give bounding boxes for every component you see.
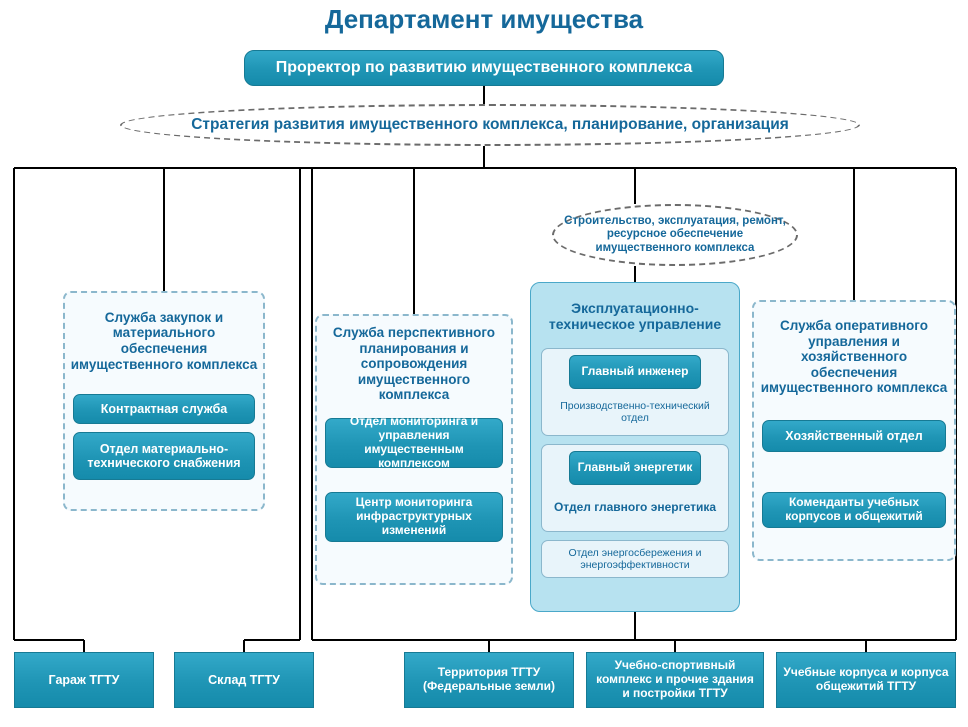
node-label-b_terr: Территория ТГТУ (Федеральные земли) [411,666,567,694]
node-p2_b1: Отдел мониторинга и управления имуществе… [325,418,503,468]
node-label-p3_g2_t: Отдел главного энергетика [554,501,716,515]
node-label-p3_g2_b: Главный энергетик [578,461,693,475]
node-label-n1: Проректор по развитию имущественного ком… [276,59,693,77]
node-label-p1_b1: Контрактная служба [101,402,228,416]
node-n3: Строительство, эксплуатация, ремонт, рес… [552,204,798,266]
node-p1_b2: Отдел материально-технического снабжения [73,432,255,480]
node-p3_g3_t: Отдел энергосбережения и энергоэффективн… [541,540,729,578]
node-label-b_garage: Гараж ТГТУ [49,673,120,687]
node-label-n3: Строительство, эксплуатация, ремонт, рес… [560,215,790,255]
node-label-p3_title: Эксплуатационно-техническое управление [536,300,734,332]
node-label-p2_b1: Отдел мониторинга и управления имуществе… [332,415,496,470]
node-p2_title: Служба перспективного планирования и соп… [315,318,513,410]
node-p3_g2_t: Отдел главного энергетика [541,490,729,526]
node-label-n2: Стратегия развития имущественного компле… [191,116,789,134]
node-b_korp: Учебные корпуса и корпуса общежитий ТГТУ [776,652,956,708]
node-b_sklad: Склад ТГТУ [174,652,314,708]
node-p3_title: Эксплуатационно-техническое управление [530,288,740,344]
node-n1: Проректор по развитию имущественного ком… [244,50,724,86]
node-label-b_sport: Учебно-спортивный комплекс и прочие здан… [593,659,757,700]
node-p1_title: Служба закупок и материального обеспечен… [63,295,265,387]
node-b_garage: Гараж ТГТУ [14,652,154,708]
node-p3_g1_t: Производственно-технический отдел [541,394,729,430]
node-label-b_sklad: Склад ТГТУ [208,673,280,687]
node-n2: Стратегия развития имущественного компле… [120,104,860,146]
node-p4_b2: Коменданты учебных корпусов и общежитий [762,492,946,528]
node-label-p1_title: Служба закупок и материального обеспечен… [69,310,259,372]
node-p4_b1: Хозяйственный отдел [762,420,946,452]
node-label-p3_g3_t: Отдел энергосбережения и энергоэффективн… [547,547,723,571]
node-label-p4_b1: Хозяйственный отдел [785,429,922,443]
node-label-p4_b2: Коменданты учебных корпусов и общежитий [769,496,939,524]
node-label-p2_title: Служба перспективного планирования и соп… [321,325,507,403]
node-p3_g1_b: Главный инженер [569,355,701,389]
node-label-p1_b2: Отдел материально-технического снабжения [80,442,248,471]
node-label-p2_b2: Центр мониторинга инфраструктурных измен… [332,496,496,537]
node-label-p3_g1_b: Главный инженер [582,365,689,379]
node-b_terr: Территория ТГТУ (Федеральные земли) [404,652,574,708]
node-p4_title: Служба оперативного управления и хозяйст… [752,305,956,409]
node-p2_b2: Центр мониторинга инфраструктурных измен… [325,492,503,542]
node-p3_g2_b: Главный энергетик [569,451,701,485]
node-p1_b1: Контрактная служба [73,394,255,424]
node-label-p4_title: Служба оперативного управления и хозяйст… [758,318,950,396]
node-label-p3_g1_t: Производственно-технический отдел [547,400,723,424]
org-chart-canvas: Департамент имущества Проректор по разви… [0,0,968,727]
page-title: Департамент имущества [0,0,968,46]
node-label-b_korp: Учебные корпуса и корпуса общежитий ТГТУ [783,666,949,694]
node-b_sport: Учебно-спортивный комплекс и прочие здан… [586,652,764,708]
